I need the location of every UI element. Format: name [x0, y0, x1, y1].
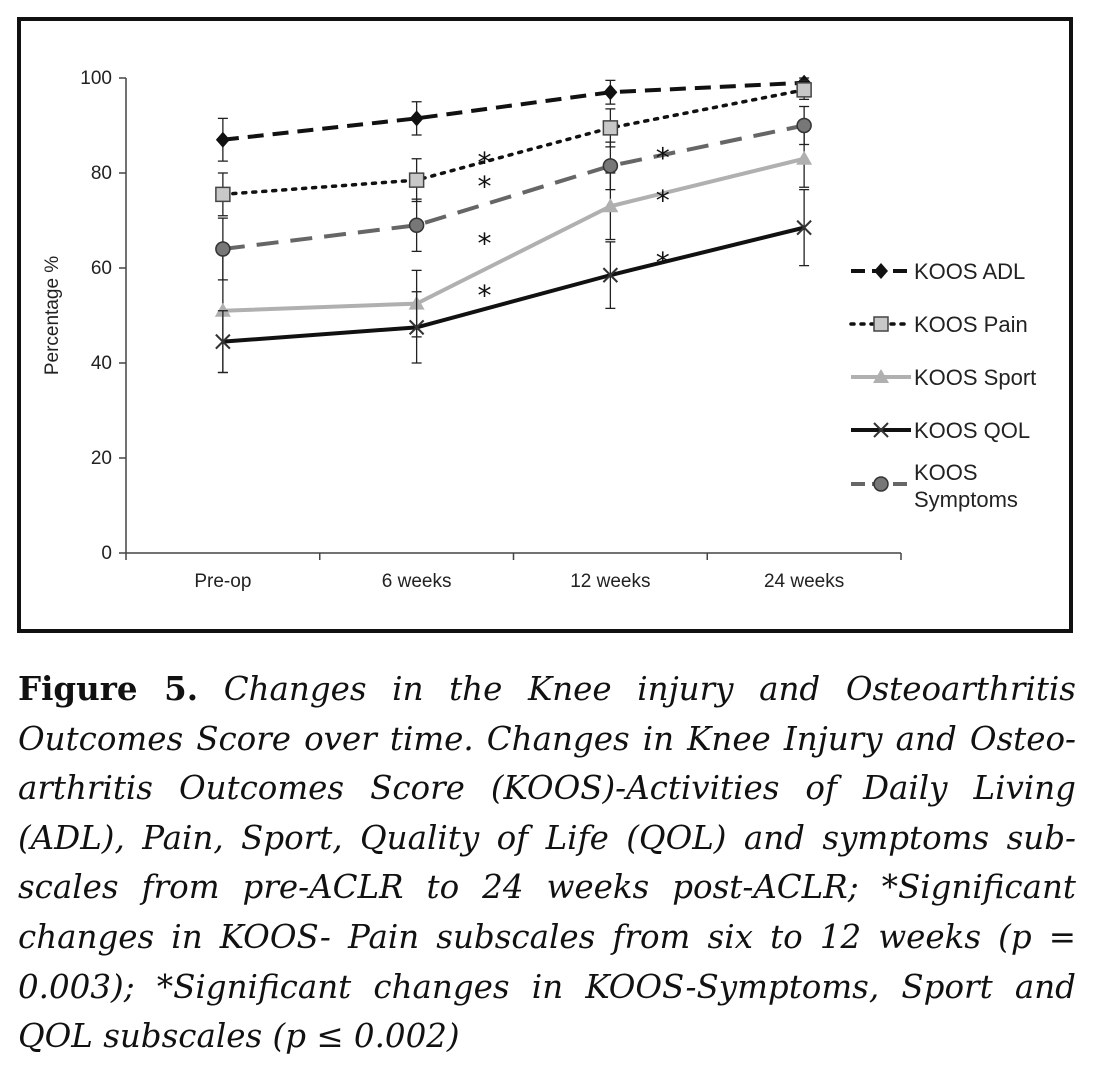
- series-line: [222, 156, 805, 313]
- significance-asterisk: *: [477, 227, 491, 260]
- triangle-marker: [602, 198, 619, 213]
- legend-label: KOOS Pain: [914, 312, 1028, 337]
- circle-marker: [215, 241, 231, 257]
- significance-asterisk: *: [656, 141, 670, 174]
- circle-marker: [796, 117, 812, 134]
- series-koos-qol: [215, 188, 812, 374]
- legend-label: KOOS ADL: [914, 259, 1025, 284]
- triangle-marker: [214, 302, 231, 317]
- legend-item: KOOS Pain: [849, 312, 1028, 337]
- significance-asterisk: *: [656, 246, 670, 279]
- circle-marker: [602, 158, 619, 174]
- series-layer: [214, 74, 813, 374]
- y-axis-label: Percentage %: [42, 256, 63, 375]
- legend-item: KOOS ADL: [851, 259, 1025, 284]
- circle-marker: [873, 476, 889, 492]
- significance-asterisk: *: [656, 184, 670, 217]
- chart-frame: 0 20 40 60 80 100 Pre-op 6 weeks 12 weeks 24 week…: [17, 17, 1073, 633]
- y-tick-label: 60: [91, 258, 112, 279]
- x-marker-stroke: [602, 267, 619, 283]
- y-tick-label: 100: [80, 68, 112, 89]
- diamond-marker: [409, 110, 424, 127]
- x-tick-label: 6 weeks: [382, 571, 452, 592]
- legend-label: KOOS Sport: [914, 365, 1036, 390]
- square-marker: [873, 316, 889, 332]
- legend-label: KOOS: [914, 460, 978, 485]
- annotations: *******: [477, 141, 669, 312]
- triangle-marker: [796, 150, 813, 165]
- y-tick-label: 0: [101, 543, 112, 564]
- series-koos-adl: [215, 74, 812, 162]
- x-marker-stroke: [408, 319, 425, 336]
- y-tick-label: 40: [91, 353, 112, 374]
- legend: KOOS ADL KOOS Pain KOOS Sport KOOS QOL KOOSS…: [849, 259, 1036, 512]
- figure-label: Figure 5.: [18, 669, 199, 708]
- diamond-marker: [874, 263, 888, 279]
- square-marker: [602, 120, 619, 136]
- legend-label: Symptoms: [914, 487, 1018, 512]
- series-koos-pain: [215, 79, 812, 217]
- figure-caption: Figure 5. Changes in the Knee injury and…: [18, 664, 1076, 1062]
- koos-line-chart: 0 20 40 60 80 100 Pre-op 6 weeks 12 weeks 24 week…: [42, 68, 1036, 592]
- series-line: [222, 225, 805, 344]
- x-marker-stroke: [796, 219, 812, 236]
- y-tick-label: 80: [91, 163, 112, 184]
- legend-item: KOOS QOL: [851, 418, 1030, 443]
- x-marker-stroke: [215, 333, 231, 350]
- legend-item: KOOS Sport: [851, 365, 1036, 390]
- series-line: [222, 80, 805, 142]
- diamond-marker: [603, 84, 618, 101]
- x-tick-label: 24 weeks: [764, 571, 844, 592]
- triangle-marker: [873, 369, 889, 383]
- series-line: [222, 123, 805, 251]
- square-marker: [215, 186, 231, 203]
- significance-asterisk: *: [477, 146, 491, 179]
- x-marker-stroke: [873, 422, 889, 438]
- x-tick-label: Pre-op: [194, 571, 251, 592]
- caption-text: Changes in the Knee injury and Osteoarth…: [18, 670, 1076, 1056]
- legend-label: KOOS QOL: [914, 418, 1030, 443]
- circle-marker: [408, 217, 425, 233]
- significance-asterisk: *: [477, 279, 491, 312]
- series-koos-symptoms: [215, 105, 812, 281]
- x-tick-label: 12 weeks: [570, 571, 650, 592]
- square-marker: [408, 172, 425, 188]
- y-tick-label: 20: [91, 448, 112, 469]
- square-marker: [796, 82, 812, 98]
- diamond-marker: [215, 131, 230, 148]
- significance-asterisk: *: [477, 170, 491, 203]
- series-line: [221, 88, 806, 197]
- axes: 0 20 40 60 80 100 Pre-op 6 weeks 12 weeks 24 week…: [42, 68, 902, 592]
